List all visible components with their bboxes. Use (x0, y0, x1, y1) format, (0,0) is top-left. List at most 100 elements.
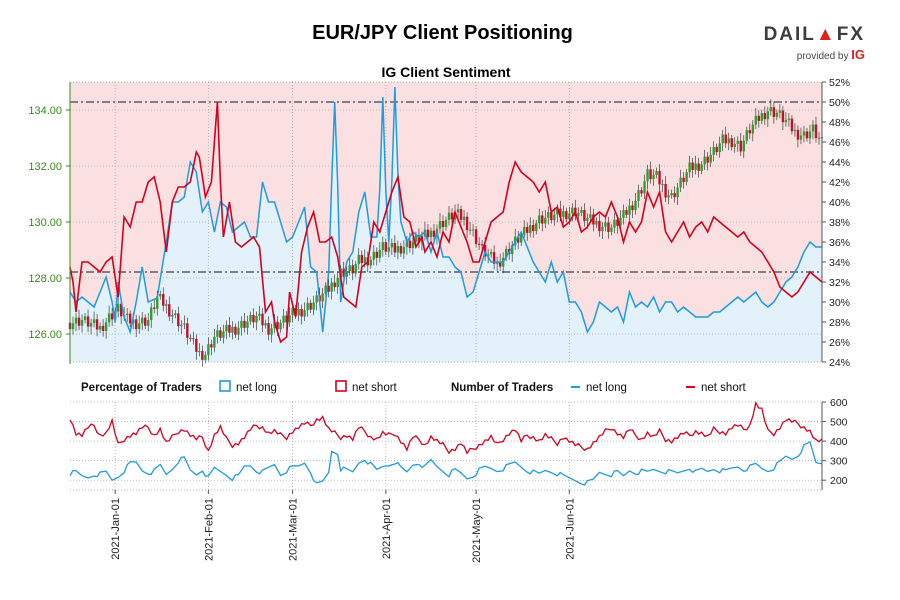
pct-tick-label: 30% (829, 297, 850, 309)
candle-body (441, 221, 445, 228)
candle-body (345, 271, 348, 277)
candle-body (324, 285, 327, 294)
candle-body (480, 244, 484, 246)
count-tick-label: 400 (830, 436, 848, 448)
candle-body (568, 213, 571, 220)
candle-body (408, 240, 412, 249)
candle-body (751, 124, 755, 134)
candle-body (204, 354, 207, 360)
candle-body (586, 217, 589, 221)
candle-body (387, 247, 391, 252)
candle-body (504, 249, 508, 258)
candle-body (125, 313, 129, 316)
candle-body (171, 314, 174, 317)
candle-body (213, 336, 216, 348)
candle-body (532, 225, 535, 232)
pct-tick-label: 44% (829, 157, 850, 169)
candle-body (643, 181, 646, 194)
candle-body (336, 277, 339, 288)
candle-body (817, 137, 821, 139)
price-candles (68, 99, 824, 367)
candle-body (523, 226, 526, 235)
candle-body (273, 321, 276, 329)
candle-body (414, 235, 418, 242)
candle-body (727, 138, 730, 144)
candle-body (805, 131, 809, 139)
pct-tick-label: 34% (829, 257, 850, 269)
candle-body (712, 146, 715, 155)
candle-body (787, 118, 791, 120)
candle-body (147, 320, 150, 326)
pct-tick-label: 28% (829, 317, 850, 329)
candle-body (652, 175, 655, 180)
x-tick-label: 2021-Apr-01 (381, 498, 393, 559)
candle-body (799, 135, 803, 140)
candle-body (183, 323, 186, 325)
candle-body (156, 296, 159, 309)
candle-body (195, 338, 198, 352)
candle-body (459, 209, 463, 220)
candle-body (92, 319, 96, 323)
provided-by-text: provided by (796, 51, 849, 62)
pct-tick-label: 50% (829, 97, 850, 109)
candle-body (369, 259, 372, 266)
candle-body (814, 124, 818, 139)
candle-body (526, 226, 529, 233)
count-tick-label: 300 (830, 456, 848, 468)
candle-body (231, 326, 234, 333)
candle-body (438, 221, 442, 229)
candle-body (222, 331, 225, 338)
pct-net-long-line (69, 86, 822, 335)
ig-logo-text: IG (851, 47, 865, 62)
candle-body (646, 169, 649, 182)
candle-body (267, 323, 270, 335)
candle-body (174, 313, 177, 315)
pct-tick-label: 46% (829, 137, 850, 149)
candle-body (101, 325, 105, 331)
candle-body (793, 129, 797, 132)
candle-body (98, 325, 102, 330)
candle-body (450, 212, 454, 220)
candle-body (216, 330, 219, 337)
candle-body (201, 351, 204, 360)
candle-body (468, 229, 472, 231)
candle-body (264, 323, 267, 326)
candle-body (640, 190, 643, 194)
candle-body (119, 303, 123, 317)
candle-body (607, 222, 610, 232)
count-tick-label: 500 (830, 417, 848, 429)
candle-body (186, 323, 189, 338)
candle-body (589, 214, 592, 218)
candle-body (104, 322, 108, 331)
candle-body (390, 243, 394, 248)
pct-tick-label: 32% (829, 277, 850, 289)
candle-body (162, 294, 165, 306)
candle-body (796, 129, 800, 140)
candle-body (279, 322, 282, 330)
candle-body (258, 313, 261, 316)
price-tick-label: 130.00 (28, 217, 62, 229)
count-net-long-line (69, 440, 823, 486)
brand-logo: DAIL▲FX provided by IG (745, 24, 865, 62)
candle-body (411, 241, 415, 249)
pct-tick-label: 38% (829, 217, 850, 229)
pct-net-short-line (69, 101, 823, 344)
count-tick-label: 600 (830, 397, 848, 409)
net-long-area (70, 87, 822, 362)
candle-body (327, 285, 330, 292)
x-tick-label: 2021-Jun-01 (564, 498, 576, 560)
candle-body (739, 140, 742, 152)
candle-body (790, 118, 794, 132)
candle-body (631, 205, 634, 211)
legend-pct-short-swatch (335, 380, 347, 392)
candle-body (489, 252, 493, 255)
candle-body (736, 140, 739, 144)
candle-body (270, 328, 273, 335)
count-net-short-line (69, 401, 823, 455)
legend-num-short-label: net short (701, 382, 747, 394)
candle-body (357, 254, 360, 265)
candle-body (384, 242, 388, 252)
legend-pct-long-label: net long (236, 382, 277, 394)
candle-body (601, 226, 604, 232)
candle-body (679, 177, 682, 188)
